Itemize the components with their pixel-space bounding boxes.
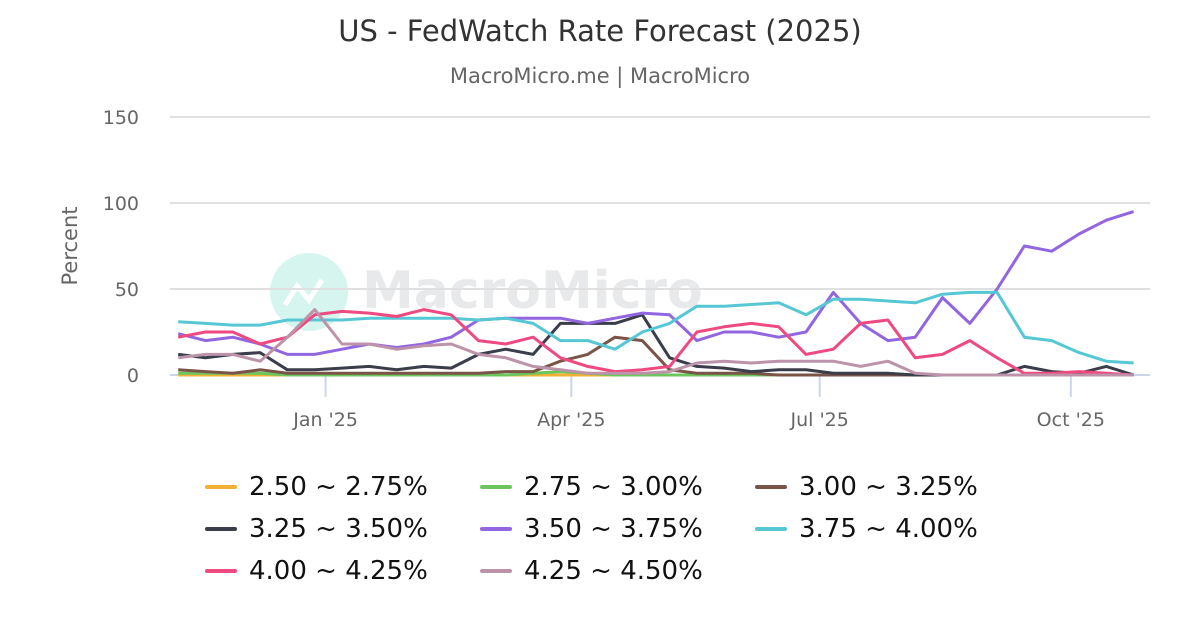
- series-line-5[interactable]: [178, 290, 1134, 365]
- x-tick-label: Jan '25: [292, 409, 358, 431]
- y-tick-label: 100: [103, 193, 139, 215]
- legend-label: 3.75 ~ 4.00%: [799, 514, 978, 544]
- watermark-logo-icon: [270, 253, 348, 331]
- legend-item[interactable]: 3.50 ~ 3.75%: [480, 512, 755, 546]
- chart-subtitle: MacroMicro.me | MacroMicro: [449, 64, 751, 88]
- legend-swatch: [205, 527, 237, 531]
- legend-label: 4.25 ~ 4.50%: [524, 556, 703, 586]
- legend-label: 3.25 ~ 3.50%: [249, 514, 428, 544]
- series-line-7[interactable]: [178, 308, 1134, 377]
- legend-item[interactable]: 3.75 ~ 4.00%: [755, 512, 1030, 546]
- legend-label: 3.50 ~ 3.75%: [524, 514, 703, 544]
- legend-item[interactable]: 2.75 ~ 3.00%: [480, 470, 755, 504]
- legend-swatch: [480, 527, 512, 531]
- legend-label: 2.75 ~ 3.00%: [524, 472, 703, 502]
- y-tick-label: 150: [103, 107, 139, 129]
- legend: 2.50 ~ 2.75% 2.75 ~ 3.00% 3.00 ~ 3.25% 3.25…: [205, 470, 1030, 588]
- series-line-6[interactable]: [177, 308, 1134, 377]
- x-tick-label: Jul '25: [790, 409, 849, 431]
- legend-swatch: [480, 485, 512, 489]
- legend-item[interactable]: 4.25 ~ 4.50%: [480, 554, 755, 588]
- line-chart: MacroMicro 0 50 100 150 Jan '25 Apr '25 Jul '…: [58, 107, 1150, 431]
- legend-item[interactable]: 2.50 ~ 2.75%: [205, 470, 480, 504]
- legend-label: 3.00 ~ 3.25%: [799, 472, 978, 502]
- series-line-4[interactable]: [177, 210, 1135, 356]
- legend-swatch: [205, 569, 237, 573]
- y-tick-label: 50: [115, 279, 139, 301]
- x-tick-label: Oct '25: [1037, 409, 1105, 431]
- legend-item[interactable]: 3.25 ~ 3.50%: [205, 512, 480, 546]
- watermark: MacroMicro: [270, 253, 703, 331]
- x-tick-label: Apr '25: [537, 409, 605, 431]
- y-tick-label: 0: [127, 365, 139, 387]
- legend-swatch: [755, 527, 787, 531]
- y-axis-label: Percent: [58, 206, 82, 285]
- legend-item[interactable]: 3.00 ~ 3.25%: [755, 470, 1030, 504]
- legend-label: 4.00 ~ 4.25%: [249, 556, 428, 586]
- legend-swatch: [205, 485, 237, 489]
- legend-item[interactable]: 4.00 ~ 4.25%: [205, 554, 480, 588]
- legend-label: 2.50 ~ 2.75%: [249, 472, 428, 502]
- legend-swatch: [755, 485, 787, 489]
- legend-swatch: [480, 569, 512, 573]
- chart-title: US - FedWatch Rate Forecast (2025): [338, 14, 862, 48]
